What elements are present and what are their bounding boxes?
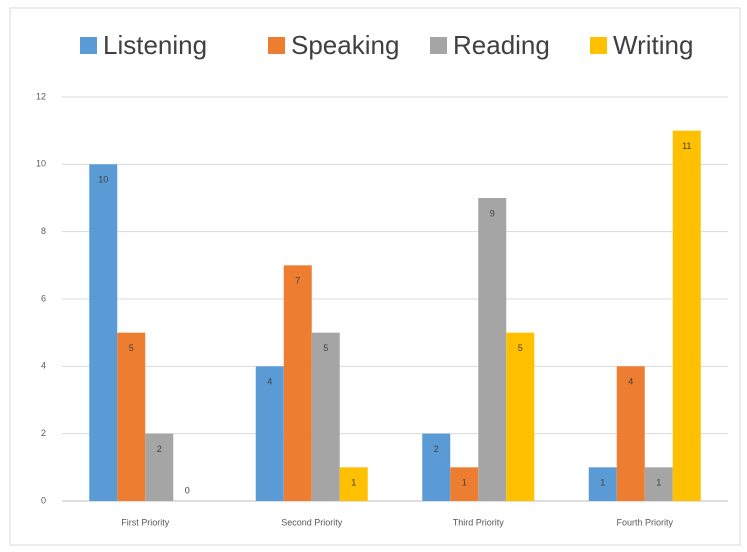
bar — [644, 467, 673, 501]
bar — [117, 332, 146, 501]
legend-label: Writing — [613, 30, 693, 60]
y-tick-label: 6 — [41, 293, 46, 303]
legend-swatch — [80, 37, 97, 54]
data-label: 10 — [98, 175, 108, 185]
bar — [339, 467, 368, 501]
bar — [283, 265, 312, 501]
bar — [145, 433, 174, 501]
bar — [672, 130, 701, 501]
y-tick-label: 10 — [36, 159, 46, 169]
legend-swatch — [268, 37, 285, 54]
data-label: 5 — [323, 343, 328, 353]
data-label: 7 — [295, 276, 300, 286]
data-label: 1 — [656, 478, 661, 488]
bar — [616, 366, 645, 501]
data-label: 1 — [351, 478, 356, 488]
y-tick-label: 0 — [41, 495, 46, 505]
x-tick-label: Second Priority — [281, 517, 343, 527]
y-tick-label: 12 — [36, 91, 46, 101]
data-label: 1 — [462, 478, 467, 488]
y-tick-label: 4 — [41, 361, 46, 371]
x-tick-label: Fourth Priority — [616, 517, 673, 527]
data-label: 1 — [600, 478, 605, 488]
bar — [478, 198, 507, 501]
legend-label: Speaking — [291, 30, 399, 60]
legend-swatch — [590, 37, 607, 54]
data-label: 9 — [490, 208, 495, 218]
x-tick-label: Third Priority — [453, 517, 505, 527]
y-tick-label: 2 — [41, 428, 46, 438]
x-tick-label: First Priority — [121, 517, 169, 527]
bar — [255, 366, 284, 501]
bar — [588, 467, 617, 501]
bar — [311, 332, 340, 501]
y-tick-label: 8 — [41, 226, 46, 236]
data-label: 2 — [157, 444, 162, 454]
bar — [450, 467, 479, 501]
bar — [422, 433, 451, 501]
data-label: 4 — [628, 377, 633, 387]
legend-swatch — [430, 37, 447, 54]
data-label: 5 — [129, 343, 134, 353]
legend-label: Listening — [103, 30, 207, 60]
bar — [89, 164, 118, 502]
data-label: 5 — [518, 343, 523, 353]
data-label: 0 — [185, 485, 190, 495]
data-label: 4 — [267, 377, 272, 387]
legend-label: Reading — [453, 30, 550, 60]
bar — [506, 332, 535, 501]
data-label: 2 — [434, 444, 439, 454]
data-label: 11 — [682, 141, 691, 151]
